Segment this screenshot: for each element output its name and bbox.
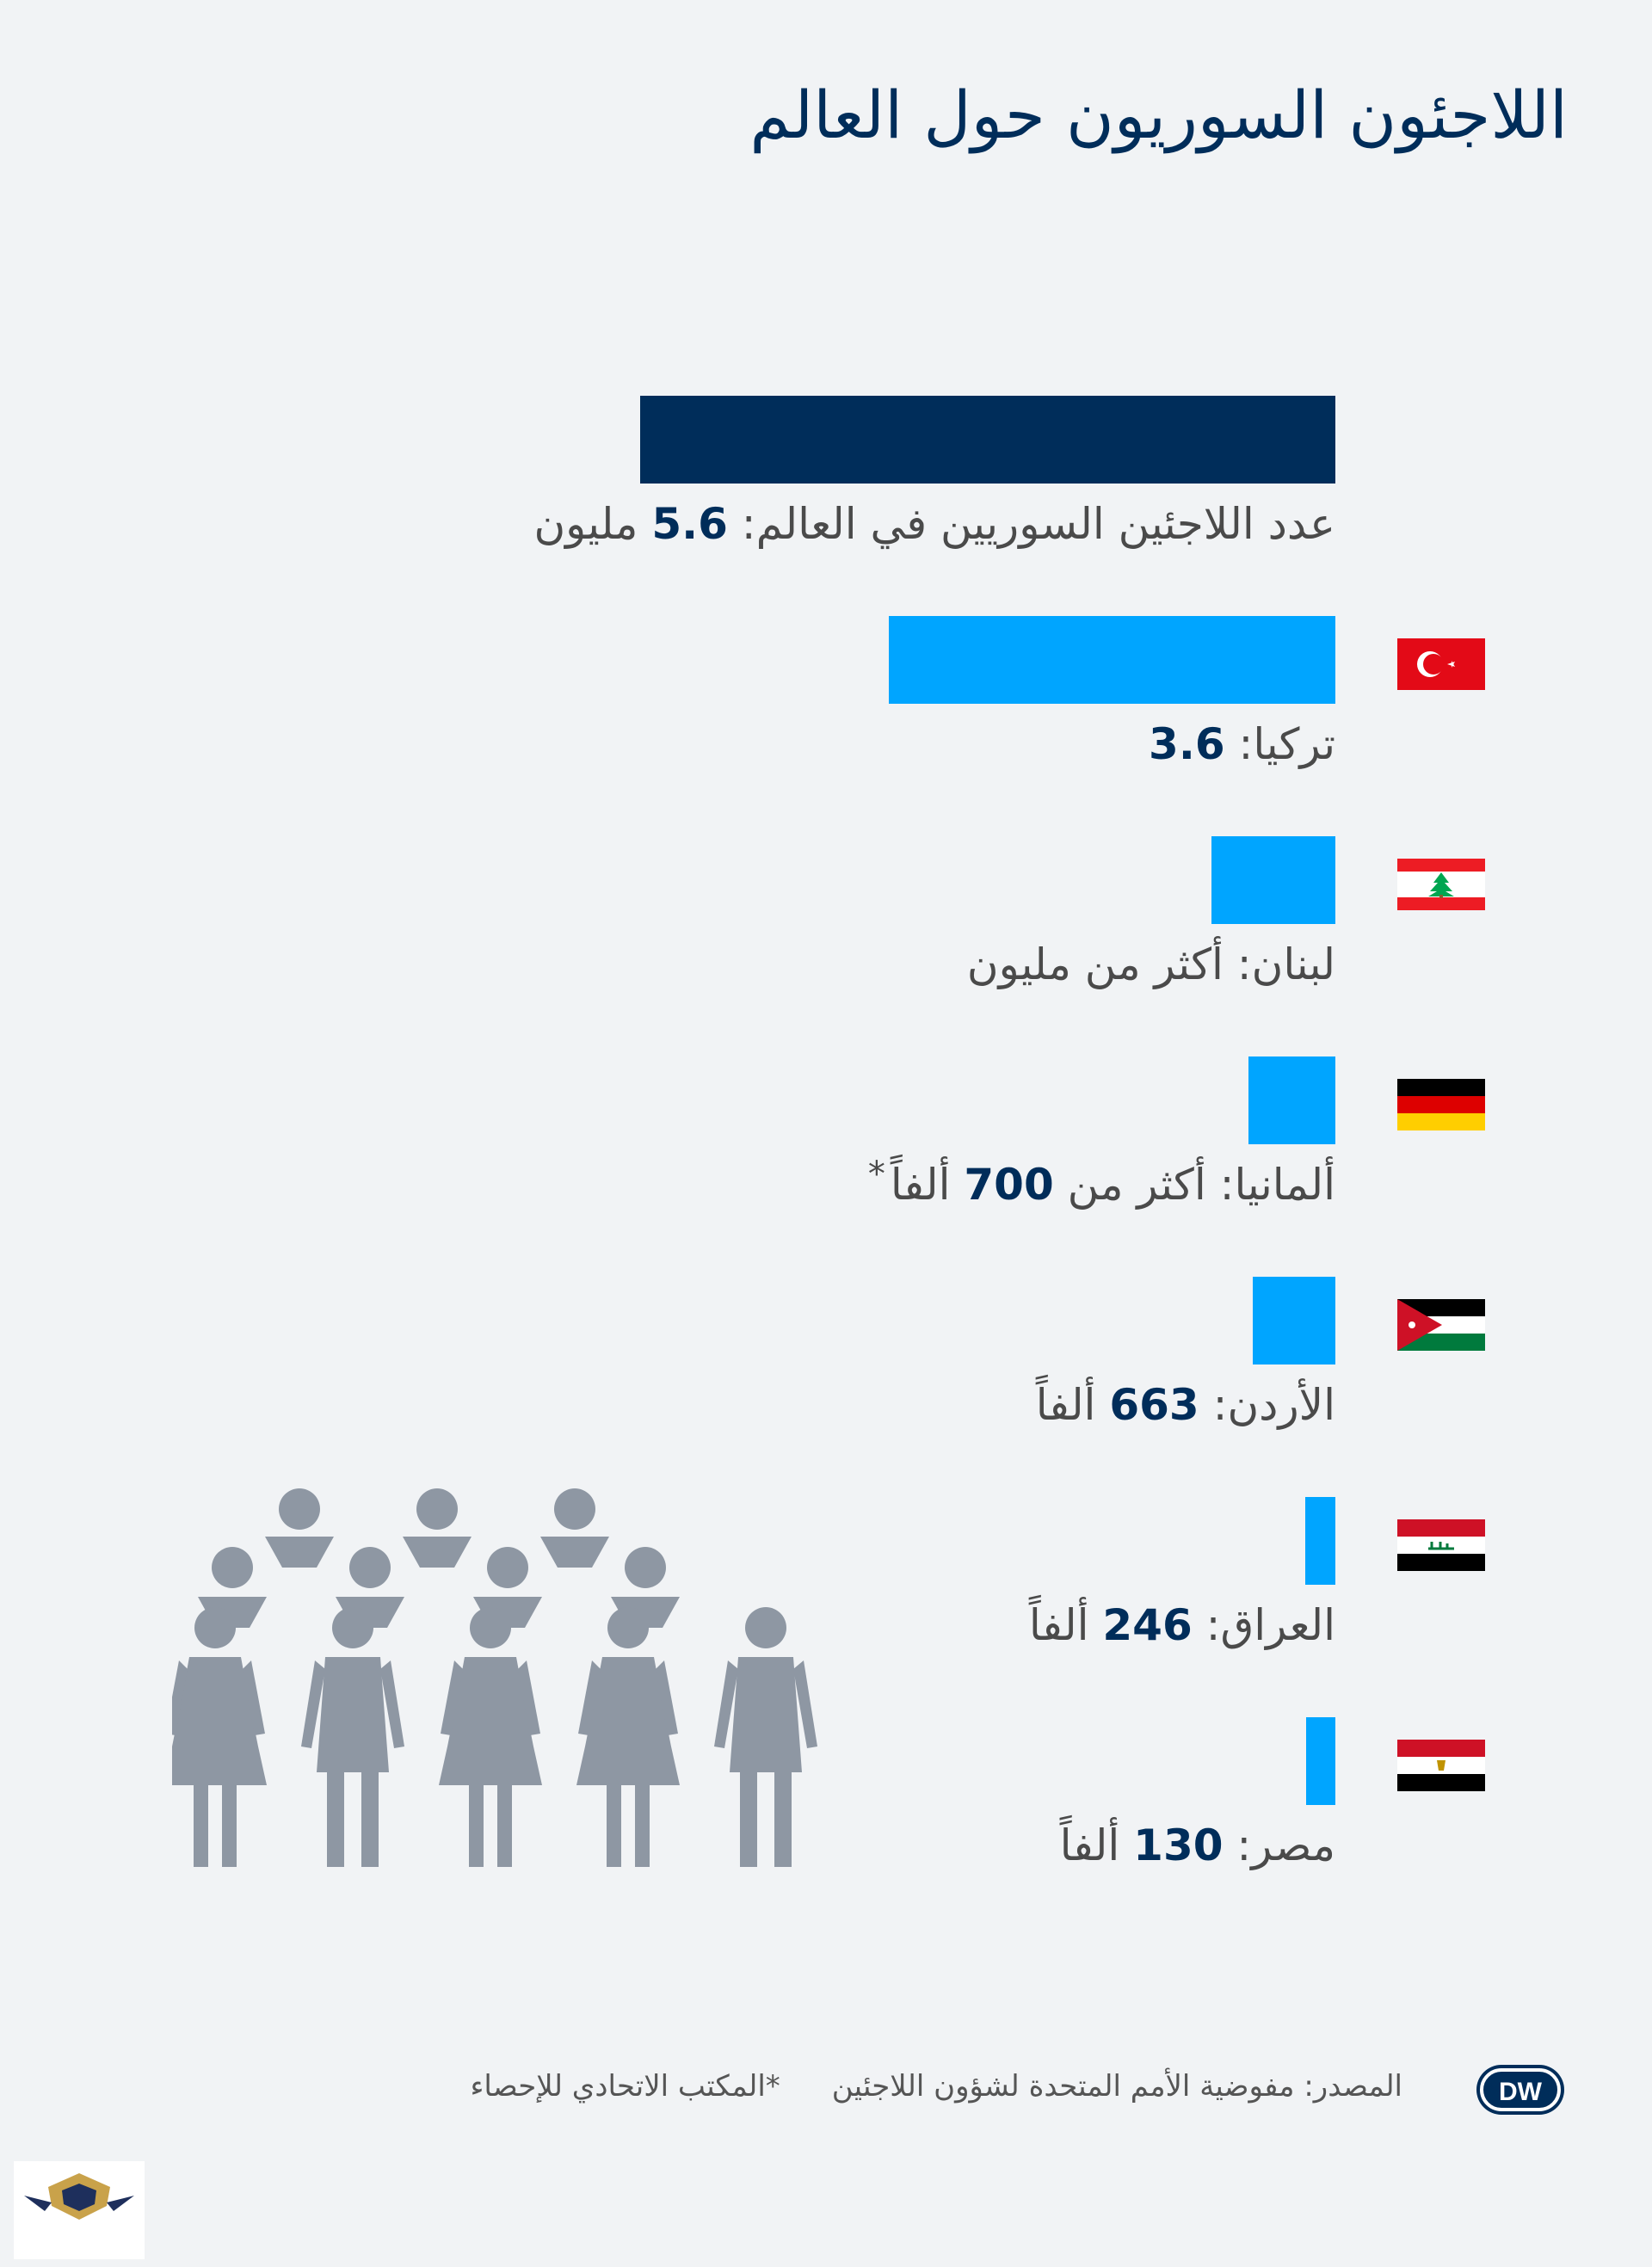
dw-logo-text: DW xyxy=(1499,2078,1543,2106)
bar-value-label: 130 xyxy=(1133,1820,1224,1870)
bar-value-label: 5.6 xyxy=(651,499,728,549)
bar-label-unit: مليون xyxy=(533,499,652,549)
bar-value-label: 3.6 xyxy=(1149,719,1225,769)
bar-row: الأردن: 663 ألفاً xyxy=(0,1277,1652,1483)
bar xyxy=(1248,1056,1335,1144)
bar-label-unit: ألفاً xyxy=(890,1160,965,1210)
bar xyxy=(1211,836,1335,924)
bar xyxy=(889,616,1335,704)
person-front-woman-2 xyxy=(439,1607,542,1867)
person-front-man-1 xyxy=(301,1607,404,1867)
bar-label: عدد اللاجئين السوريين في العالم: 5.6 ملي… xyxy=(217,499,1335,549)
germany-flag xyxy=(1397,1079,1485,1130)
arab-defense-forum-watermark xyxy=(14,2161,145,2259)
bar-label-unit: ألفاً xyxy=(1028,1600,1103,1650)
bar-label: تركيا: 3.6 xyxy=(217,719,1335,769)
bar-row: ألمانيا: أكثر من 700 ألفاً* xyxy=(0,1056,1652,1263)
person-front-man-2 xyxy=(714,1607,817,1867)
person-front-woman-1 xyxy=(172,1607,267,1867)
lebanon-flag xyxy=(1397,859,1485,910)
bar xyxy=(640,396,1335,484)
bar-value-label: 246 xyxy=(1102,1600,1193,1650)
person-back-3 xyxy=(540,1488,609,1568)
bar-label: ألمانيا: أكثر من 700 ألفاً* xyxy=(217,1155,1335,1210)
source-text: المصدر: مفوضية الأمم المتحدة لشؤون اللاج… xyxy=(831,2069,1402,2104)
bar-value-label: 663 xyxy=(1109,1380,1199,1430)
bar-row: مصر: 130 ألفاً xyxy=(0,1717,1652,1924)
people-illustration xyxy=(172,1488,817,1867)
bar-label: لبنان: أكثر من مليون xyxy=(217,939,1335,989)
egypt-flag xyxy=(1397,1740,1485,1791)
source-note: المصدر: مفوضية الأمم المتحدة لشؤون اللاج… xyxy=(198,2069,1402,2104)
bar-row: تركيا: 3.6 xyxy=(0,616,1652,822)
turkey-flag xyxy=(1397,638,1485,690)
bar-label-text: الأردن: xyxy=(1199,1380,1335,1430)
bar-label-text: لبنان: أكثر من مليون xyxy=(966,939,1335,989)
bar-value-label: 700 xyxy=(964,1160,1054,1210)
bar-label-text: تركيا: xyxy=(1224,719,1335,769)
bar-label-text: العراق: xyxy=(1192,1600,1335,1650)
bar-label: العراق: 246 ألفاً xyxy=(217,1600,1335,1650)
jordan-flag xyxy=(1397,1299,1485,1351)
bar-label-text: مصر: xyxy=(1223,1820,1335,1870)
source-footnote: *المكتب الاتحادي للإحصاء xyxy=(470,2069,780,2104)
iraq-flag xyxy=(1397,1519,1485,1571)
person-back-1 xyxy=(265,1488,334,1568)
bar-label-unit: ألفاً xyxy=(1035,1380,1110,1430)
bar-label-unit: ألفاً xyxy=(1059,1820,1134,1870)
person-back-2 xyxy=(403,1488,472,1568)
footnote-marker: * xyxy=(867,1155,885,1194)
bar-label-text: ألمانيا: أكثر من xyxy=(1053,1160,1335,1210)
dw-logo: DW xyxy=(1476,2065,1564,2115)
bar-label: الأردن: 663 ألفاً xyxy=(217,1380,1335,1430)
bar-row: لبنان: أكثر من مليون xyxy=(0,836,1652,1043)
bar xyxy=(1306,1717,1335,1805)
bar xyxy=(1253,1277,1335,1365)
chart-title: اللاجئون السوريون حول العالم xyxy=(749,77,1568,153)
bar-label-text: عدد اللاجئين السوريين في العالم: xyxy=(727,499,1335,549)
person-front-woman-3 xyxy=(576,1607,680,1867)
bar xyxy=(1305,1497,1335,1585)
bar-row: عدد اللاجئين السوريين في العالم: 5.6 ملي… xyxy=(0,396,1652,602)
bar-row: العراق: 246 ألفاً xyxy=(0,1497,1652,1703)
bar-label: مصر: 130 ألفاً xyxy=(217,1820,1335,1870)
